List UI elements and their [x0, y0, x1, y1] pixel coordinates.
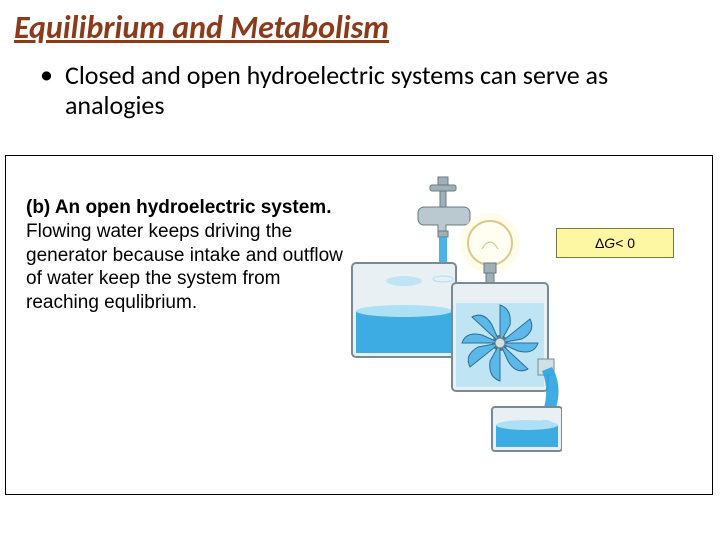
- figure-caption: (b) An open hydroelectric system. Flowin…: [26, 196, 346, 315]
- page-title: Equilibrium and Metabolism: [0, 0, 720, 53]
- delta-relation: < 0: [615, 235, 635, 251]
- caption-lead: (b) An open hydroelectric system.: [26, 197, 331, 218]
- lower-basin: [492, 407, 562, 451]
- bullet-marker: •: [40, 61, 53, 121]
- figure-container: (b) An open hydroelectric system. Flowin…: [5, 155, 713, 495]
- hydro-diagram: [342, 171, 562, 471]
- delta-g-label: ΔG < 0: [556, 228, 674, 258]
- bulb-icon: [460, 213, 520, 285]
- caption-body-1: Flowing water: [26, 221, 143, 242]
- bullet-text: Closed and open hydroelectric systems ca…: [65, 61, 698, 121]
- tap-icon: [418, 177, 470, 237]
- bullet-item: • Closed and open hydroelectric systems …: [0, 53, 720, 121]
- turbine-tank: [452, 283, 554, 391]
- upper-tank: [352, 263, 456, 357]
- delta-symbol: Δ: [595, 235, 604, 251]
- delta-var: G: [604, 235, 615, 251]
